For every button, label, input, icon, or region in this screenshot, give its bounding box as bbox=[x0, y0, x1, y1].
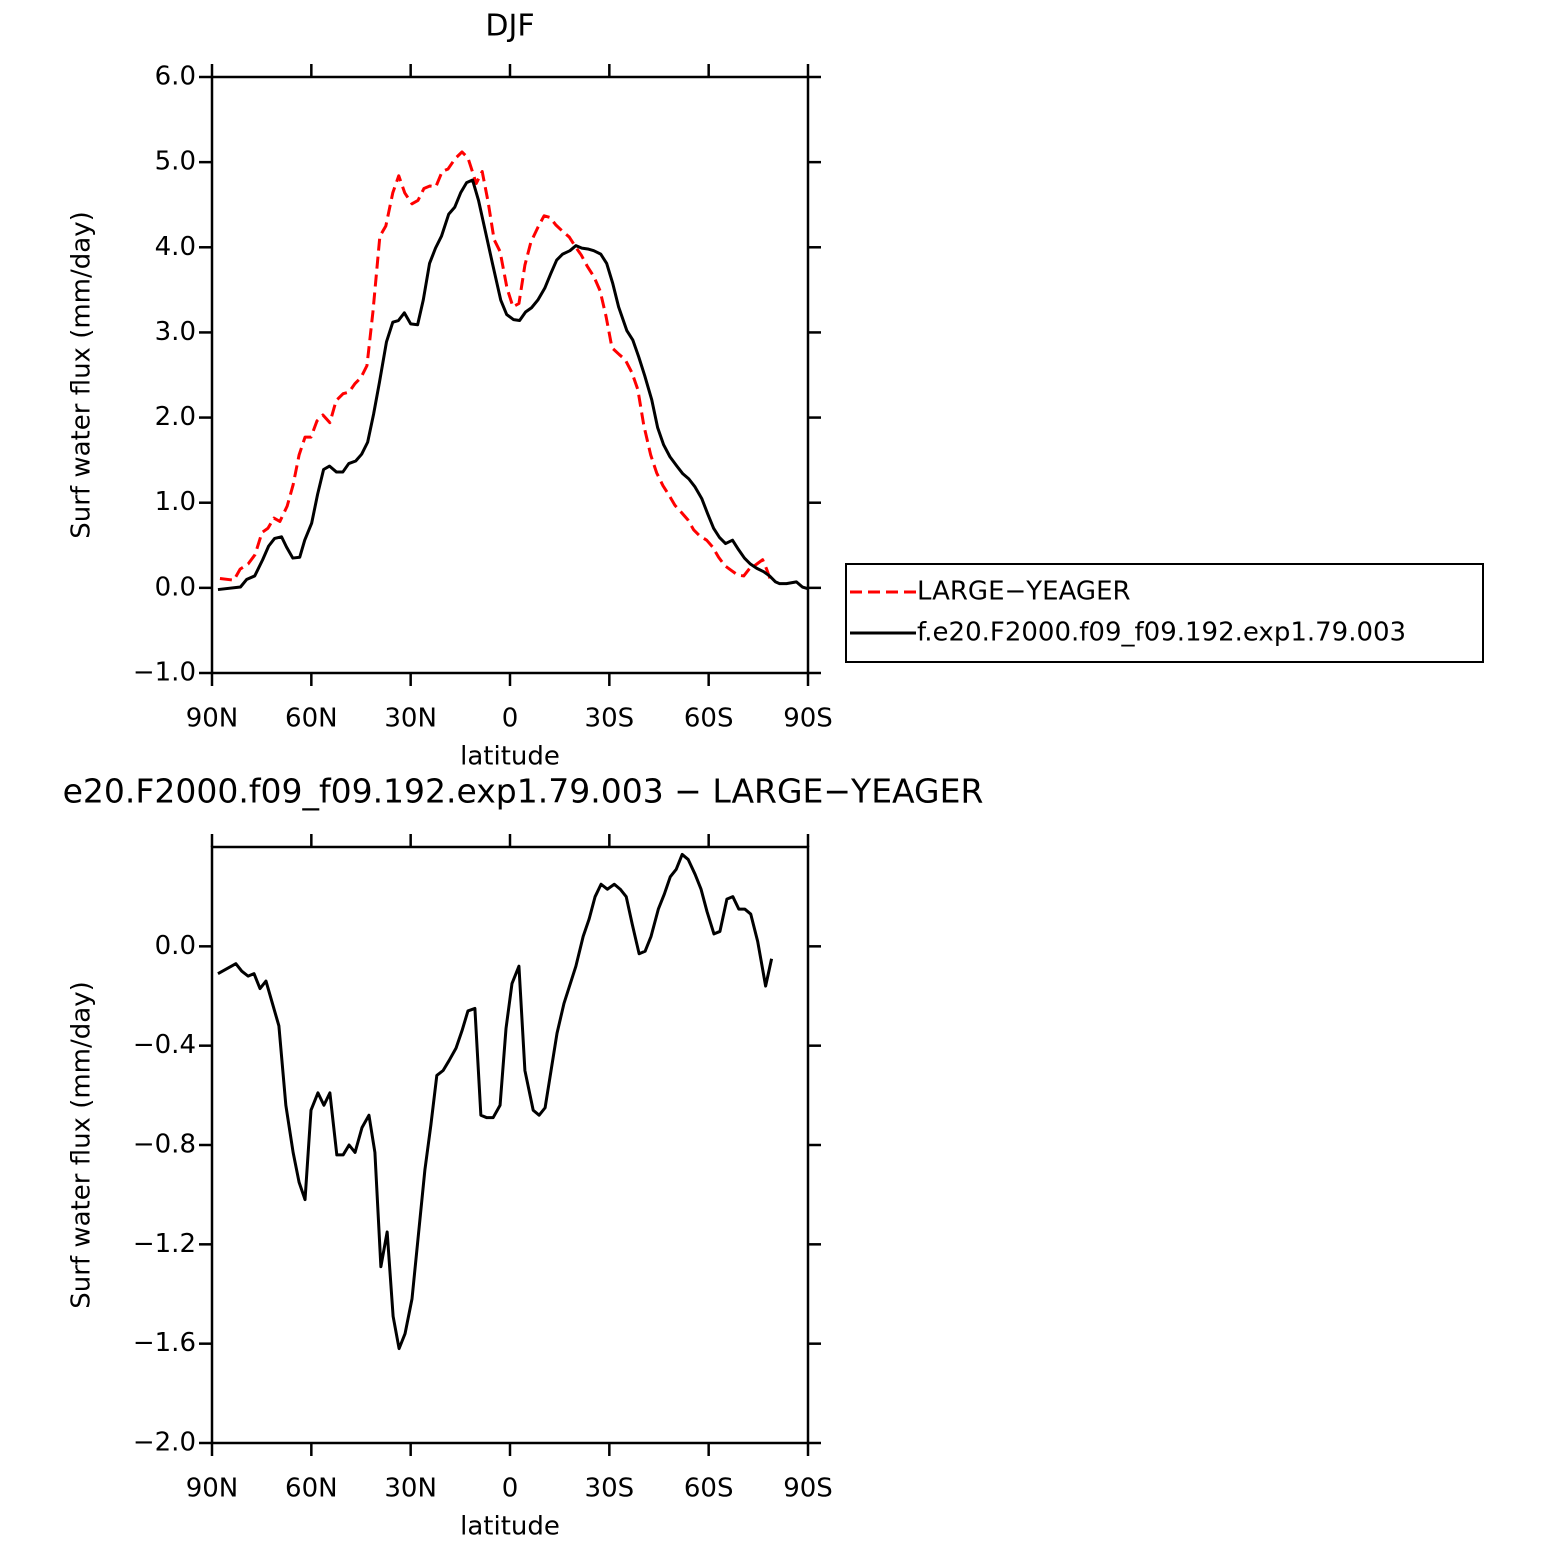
y-tick-label: −1.2 bbox=[133, 1229, 196, 1259]
x-tick-label: 90N bbox=[186, 704, 239, 734]
y-tick-label: −1.6 bbox=[133, 1328, 196, 1358]
x-tick-label: 30N bbox=[384, 1474, 437, 1504]
data-line bbox=[217, 178, 808, 592]
y-tick-label: 2.0 bbox=[155, 402, 196, 432]
y-tick-label: 5.0 bbox=[155, 147, 196, 177]
data-line bbox=[217, 852, 774, 1351]
y-tick-label: 3.0 bbox=[155, 317, 196, 347]
y-tick-label: 0.0 bbox=[155, 572, 196, 602]
y-tick-label: −0.8 bbox=[133, 1130, 196, 1160]
x-tick-label: 90N bbox=[186, 1474, 239, 1504]
y-axis-label: Surf water flux (mm/day) bbox=[67, 981, 97, 1308]
x-tick-label: 30S bbox=[585, 1474, 635, 1504]
x-tick-label: 90S bbox=[783, 1474, 833, 1504]
x-tick-label: 30N bbox=[384, 704, 437, 734]
y-tick-label: −1.0 bbox=[133, 658, 196, 688]
y-tick-label: 1.0 bbox=[155, 487, 196, 517]
legend-box bbox=[845, 563, 1484, 663]
legend-label: f.e20.F2000.f09_f09.192.exp1.79.003 bbox=[917, 618, 1406, 648]
y-tick-label: 6.0 bbox=[155, 62, 196, 92]
x-tick-label: 60S bbox=[684, 1474, 734, 1504]
x-tick-label: 90S bbox=[783, 704, 833, 734]
x-tick-label: 0 bbox=[502, 1474, 519, 1504]
x-tick-label: 60N bbox=[285, 1474, 338, 1504]
plot-frame bbox=[210, 845, 810, 1445]
y-axis-label: Surf water flux (mm/day) bbox=[67, 211, 97, 538]
data-line bbox=[219, 150, 772, 582]
x-tick-label: 0 bbox=[502, 704, 519, 734]
x-tick-label: 30S bbox=[585, 704, 635, 734]
y-tick-label: −2.0 bbox=[133, 1428, 196, 1458]
x-tick-label: 60S bbox=[684, 704, 734, 734]
x-axis-label: latitude bbox=[460, 1512, 560, 1542]
legend-label: LARGE−YEAGER bbox=[917, 577, 1131, 607]
y-tick-label: 0.0 bbox=[155, 931, 196, 961]
x-axis-label: latitude bbox=[460, 742, 560, 772]
plot-frame bbox=[210, 75, 810, 675]
chart-title: DJF bbox=[485, 9, 534, 44]
y-tick-label: −0.4 bbox=[133, 1030, 196, 1060]
chart-title: e20.F2000.f09_f09.192.exp1.79.003 − LARG… bbox=[63, 772, 984, 811]
y-tick-label: 4.0 bbox=[155, 232, 196, 262]
x-tick-label: 60N bbox=[285, 704, 338, 734]
